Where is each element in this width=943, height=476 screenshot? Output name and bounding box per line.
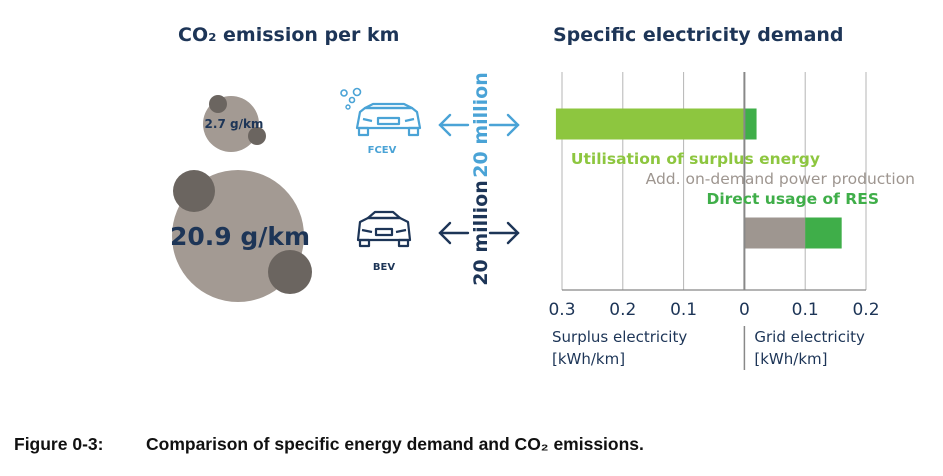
x-tick-label: 0.2	[609, 300, 636, 320]
fcev-co2-bubble	[203, 95, 266, 152]
bev-car-icon	[356, 210, 412, 248]
co2-section-title: CO₂ emission per km	[178, 24, 400, 46]
fcev-label: FCEV	[368, 145, 397, 156]
co2-bubbles-panel: 2.7 g/km 20.9 g/km FCEV BEV	[170, 72, 520, 302]
legend-entry: Direct usage of RES	[706, 190, 879, 208]
fcev-fleet-size: 20 million	[470, 72, 492, 177]
bars-layer	[555, 108, 842, 249]
legend: Utilisation of surplus energy Add. on-dem…	[571, 150, 915, 208]
x-tick-label: 0.3	[548, 300, 575, 320]
fcev-co2-value: 2.7 g/km	[205, 117, 264, 131]
bar-bev-direct-usage-of-res	[805, 217, 842, 249]
x-tick-label: 0	[739, 300, 750, 320]
bev-fleet-size: 20 million	[470, 180, 492, 285]
x-tick-label: 0.1	[670, 300, 697, 320]
fcev-car-icon	[340, 87, 422, 137]
x-tick-label: 0.1	[792, 300, 819, 320]
bar-fcev-direct-usage-of-res	[744, 108, 757, 140]
bev-co2-bubble	[172, 170, 312, 302]
x-axis-labels: Surplus electricity [kWh/km] Grid electric…	[552, 328, 865, 368]
legend-entry: Add. on-demand power production	[646, 170, 915, 188]
bev-label: BEV	[373, 262, 395, 273]
x-tick-label: 0.2	[852, 300, 879, 320]
electricity-demand-chart: 0.3 0.2 0.1 0 0.1 0.2 Utilisation of surplus …	[548, 72, 915, 370]
figure-caption: Comparison of specific energy demand and…	[146, 434, 644, 454]
bev-double-arrow	[438, 221, 520, 245]
x-label-grid: [kWh/km]	[754, 350, 827, 368]
x-label-surplus: [kWh/km]	[552, 350, 625, 368]
fcev-double-arrow	[438, 113, 520, 137]
x-label-grid: Grid electricity	[754, 328, 865, 346]
x-label-surplus: Surplus electricity	[552, 328, 687, 346]
figure-number: Figure 0-3:	[14, 434, 104, 454]
grid-layer	[561, 72, 867, 290]
bar-fcev-utilisation-of-surplus-energy	[555, 108, 745, 140]
tick-labels: 0.3 0.2 0.1 0 0.1 0.2	[548, 300, 879, 320]
chart-title: Specific electricity demand	[553, 24, 844, 46]
bar-bev-add-on-demand-power-production	[744, 217, 806, 249]
bev-co2-value: 20.9 g/km	[170, 222, 310, 251]
legend-entry: Utilisation of surplus energy	[571, 150, 820, 168]
